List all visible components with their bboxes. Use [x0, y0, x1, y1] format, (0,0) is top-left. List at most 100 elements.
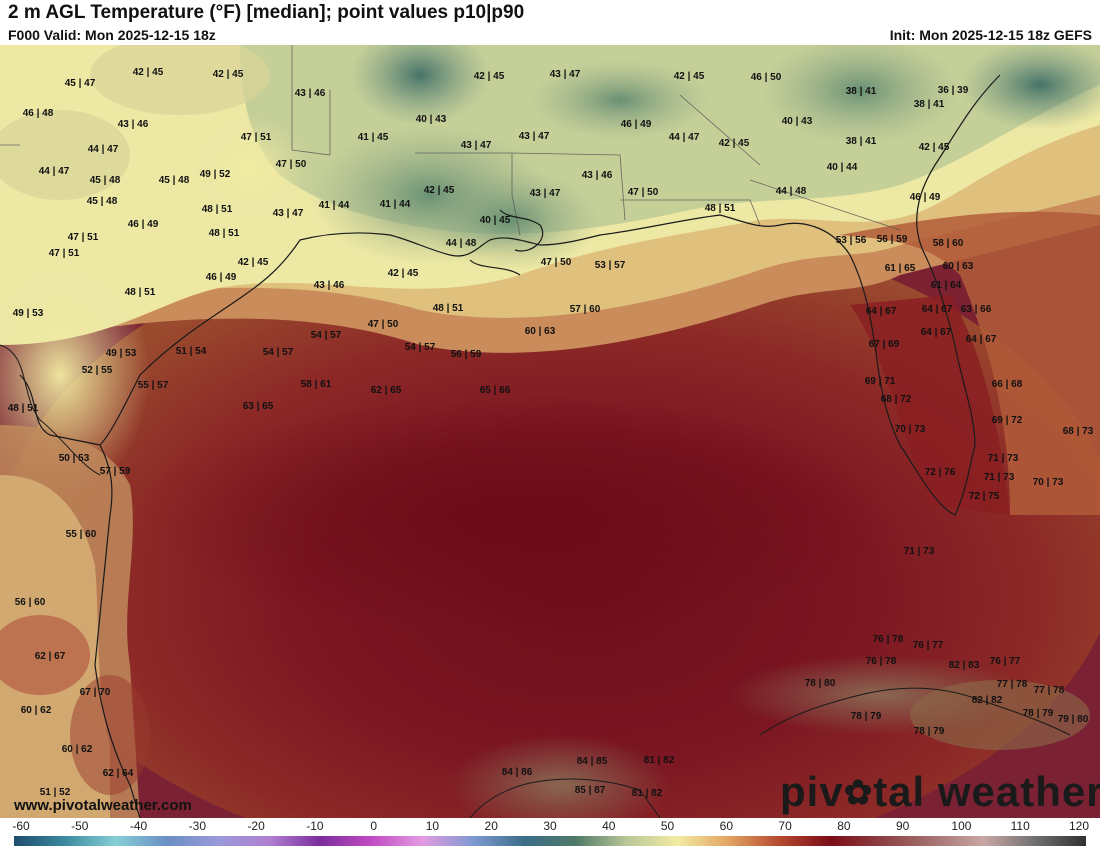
colorbar-strip	[14, 836, 1086, 846]
point-value-label: 69 | 71	[865, 376, 896, 387]
point-value-label: 41 | 44	[319, 200, 350, 211]
point-value-label: 66 | 68	[992, 379, 1023, 390]
point-value-label: 38 | 41	[846, 136, 877, 147]
point-value-label: 42 | 45	[674, 71, 705, 82]
point-value-label: 57 | 60	[570, 304, 601, 315]
point-value-label: 62 | 67	[35, 651, 66, 662]
point-value-label: 49 | 53	[106, 348, 137, 359]
point-value-label: 76 | 78	[873, 634, 904, 645]
point-value-label: 45 | 48	[87, 196, 118, 207]
point-value-label: 72 | 76	[925, 467, 956, 478]
point-value-label: 72 | 75	[969, 491, 1000, 502]
colorbar-tick-label: 20	[484, 819, 498, 833]
point-value-label: 68 | 72	[881, 394, 912, 405]
point-value-label: 45 | 48	[159, 175, 190, 186]
point-value-label: 77 | 78	[1034, 685, 1065, 696]
point-value-label: 47 | 51	[68, 232, 99, 243]
point-value-label: 54 | 57	[263, 347, 294, 358]
point-value-label: 53 | 57	[595, 260, 626, 271]
point-value-label: 68 | 73	[1063, 426, 1094, 437]
point-value-label: 46 | 49	[910, 192, 941, 203]
point-value-label: 76 | 77	[990, 656, 1021, 667]
colorbar-tick-label: 120	[1068, 819, 1090, 833]
point-value-label: 55 | 60	[66, 529, 97, 540]
point-value-label: 77 | 78	[997, 679, 1028, 690]
point-value-label: 56 | 59	[877, 234, 908, 245]
point-value-label: 40 | 43	[416, 114, 447, 125]
colorbar-tick-label: 90	[895, 819, 910, 833]
point-value-label: 46 | 49	[621, 119, 652, 130]
point-value-label: 54 | 57	[405, 342, 436, 353]
colorbar-tick-label: -60	[12, 819, 30, 833]
point-value-label: 45 | 48	[90, 175, 121, 186]
point-value-label: 40 | 43	[782, 116, 813, 127]
point-value-label: 67 | 70	[80, 687, 111, 698]
point-value-label: 48 | 51	[125, 287, 156, 298]
point-values-layer: 42 | 45 42 | 45 45 | 47 46 | 48 43 | 46 43 | …	[8, 67, 1094, 799]
point-value-label: 48 | 51	[209, 228, 240, 239]
point-value-label: 44 | 48	[446, 238, 477, 249]
site-url[interactable]: www.pivotalweather.com	[14, 797, 192, 814]
point-value-label: 79 | 80	[1058, 714, 1089, 725]
colorbar-tick-label: 100	[951, 819, 972, 833]
colorbar-tick-label: 80	[837, 819, 851, 833]
point-value-label: 64 | 67	[866, 306, 897, 317]
gear-icon: ✿	[843, 774, 874, 812]
map-title: 2 m AGL Temperature (°F) [median]; point…	[8, 2, 525, 23]
point-value-label: 48 | 51	[705, 203, 736, 214]
point-value-label: 42 | 45	[213, 69, 244, 80]
point-value-label: 49 | 53	[13, 308, 44, 319]
colorbar-tick-label: 70	[778, 819, 792, 833]
point-value-label: 81 | 82	[644, 755, 675, 766]
point-value-label: 53 | 56	[836, 235, 867, 246]
header: 2 m AGL Temperature (°F) [median]; point…	[0, 0, 1100, 45]
point-value-label: 36 | 39	[938, 85, 969, 96]
point-value-label: 44 | 48	[776, 186, 807, 197]
point-value-label: 41 | 45	[358, 132, 389, 143]
point-value-label: 76 | 78	[866, 656, 897, 667]
point-value-label: 44 | 47	[88, 144, 119, 155]
point-value-label: 60 | 63	[943, 261, 974, 272]
point-value-label: 38 | 41	[914, 99, 945, 110]
point-value-label: 47 | 50	[628, 187, 659, 198]
point-value-label: 60 | 62	[21, 705, 52, 716]
point-value-label: 40 | 45	[480, 215, 511, 226]
point-value-label: 44 | 47	[669, 132, 700, 143]
colorbar-tick-label: 10	[425, 819, 440, 833]
colorbar-tick-label: 30	[543, 819, 557, 833]
point-value-label: 60 | 62	[62, 744, 93, 755]
colorbar-tick-label: 110	[1010, 819, 1030, 833]
point-value-label: 43 | 47	[550, 69, 581, 80]
point-value-label: 85 | 87	[575, 785, 606, 796]
point-value-label: 84 | 85	[577, 756, 608, 767]
brand-left: piv	[780, 768, 844, 815]
brand-right: tal weather	[873, 768, 1100, 815]
point-value-label: 56 | 59	[451, 349, 482, 360]
colorbar-tick-label: 50	[660, 819, 675, 833]
point-value-label: 47 | 50	[368, 319, 399, 330]
point-value-label: 55 | 57	[138, 380, 169, 391]
point-value-label: 43 | 46	[582, 170, 613, 181]
point-value-label: 48 | 51	[8, 403, 39, 414]
point-value-label: 41 | 44	[380, 199, 411, 210]
point-value-label: 46 | 50	[751, 72, 782, 83]
colorbar-tick-label: -10	[306, 819, 324, 833]
point-value-label: 78 | 79	[851, 711, 882, 722]
point-value-label: 51 | 52	[40, 787, 71, 798]
point-value-label: 78 | 79	[1023, 708, 1054, 719]
point-value-label: 64 | 67	[966, 334, 997, 345]
point-value-label: 42 | 45	[719, 138, 750, 149]
point-value-label: 58 | 61	[301, 379, 332, 390]
point-value-label: 43 | 47	[273, 208, 304, 219]
point-value-label: 70 | 73	[1033, 477, 1064, 488]
colorbar-tick-label: 0	[370, 819, 377, 833]
point-value-label: 49 | 52	[200, 169, 231, 180]
point-value-label: 46 | 49	[206, 272, 237, 283]
point-value-label: 65 | 66	[480, 385, 511, 396]
point-value-label: 42 | 45	[133, 67, 164, 78]
point-value-label: 84 | 86	[502, 767, 533, 778]
point-value-label: 51 | 54	[176, 346, 207, 357]
point-value-label: 69 | 72	[992, 415, 1023, 426]
point-value-label: 76 | 77	[913, 640, 944, 651]
point-value-label: 43 | 47	[519, 131, 550, 142]
